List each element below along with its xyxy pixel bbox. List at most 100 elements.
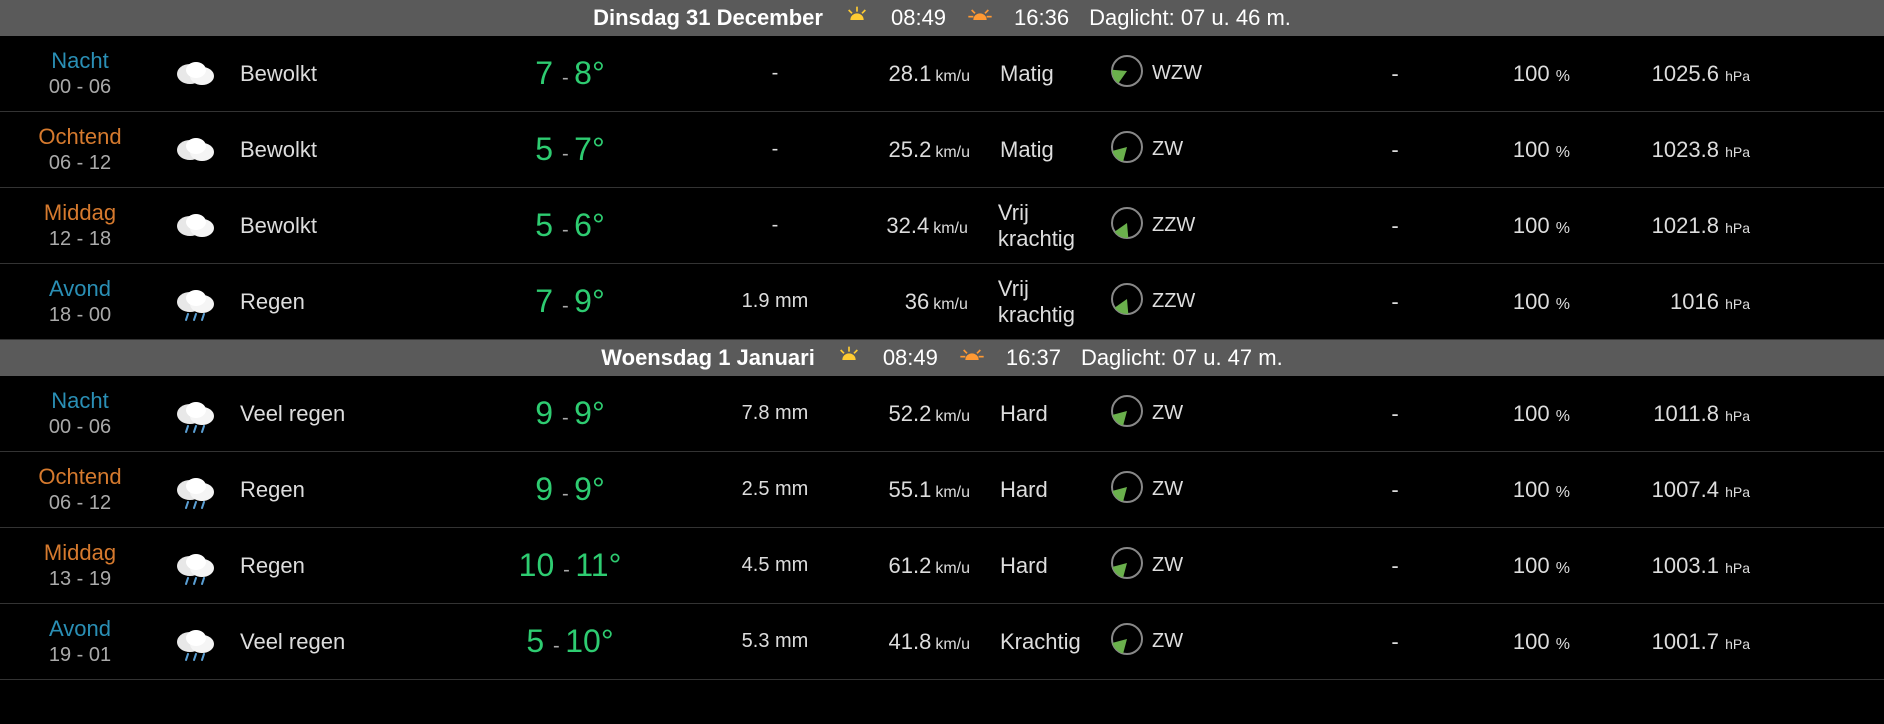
day-title: Woensdag 1 Januari	[601, 345, 815, 371]
rain-cloud-icon	[150, 546, 240, 586]
daylight-label: Daglicht: 07 u. 46 m.	[1089, 5, 1291, 31]
temp-low: 10	[519, 547, 555, 583]
temperature: 9 - 9°	[440, 471, 700, 508]
precipitation: -	[700, 138, 850, 161]
direction-icon	[1110, 622, 1144, 662]
extra-dash: -	[1350, 401, 1440, 427]
period-time: 06 - 12	[10, 151, 150, 175]
forecast-row: Nacht 00 - 06 Bewolkt 7 - 8° - 28.1 km/u…	[0, 36, 1884, 112]
sunrise-icon	[835, 345, 863, 371]
humidity-unit: %	[1556, 560, 1570, 577]
temperature: 7 - 9°	[440, 283, 700, 320]
wind-cell: 28.1 km/u Matig	[850, 61, 1110, 87]
humidity: 100 %	[1440, 213, 1570, 239]
temp-high: 11°	[575, 547, 621, 583]
period-name: Nacht	[10, 388, 150, 414]
temp-separator: -	[562, 219, 574, 241]
period-cell: Nacht 00 - 06	[10, 48, 150, 98]
wind-speed: 61.2	[889, 553, 932, 579]
direction-label: ZZW	[1152, 214, 1195, 237]
precipitation: 4.5 mm	[700, 554, 850, 577]
weather-description: Regen	[240, 289, 440, 315]
direction-icon	[1110, 394, 1144, 434]
cloud-icon	[150, 206, 240, 246]
pressure: 1023.8 hPa	[1570, 137, 1760, 163]
temp-high: 9°	[574, 395, 605, 431]
wind-cell: 32.4 km/u Vrij krachtig	[850, 200, 1110, 252]
period-cell: Middag 12 - 18	[10, 200, 150, 250]
pressure: 1011.8 hPa	[1570, 401, 1760, 427]
forecast-row: Middag 12 - 18 Bewolkt 5 - 6° - 32.4 km/…	[0, 188, 1884, 264]
wind-direction: ZW	[1110, 130, 1350, 170]
period-name: Avond	[10, 616, 150, 642]
wind-unit: km/u	[935, 68, 970, 86]
forecast-row: Ochtend 06 - 12 Regen 9 - 9° 2.5 mm 55.1	[0, 452, 1884, 528]
day-header: Dinsdag 31 December 08:49 16:36 Daglicht…	[0, 0, 1884, 36]
cloud-icon	[150, 54, 240, 94]
wind-speed: 28.1	[889, 61, 932, 87]
period-time: 06 - 12	[10, 491, 150, 515]
temperature: 5 - 7°	[440, 131, 700, 168]
humidity-unit: %	[1556, 296, 1570, 313]
wind-unit: km/u	[935, 560, 970, 578]
forecast-row: Avond 19 - 01 Veel regen 5 - 10° 5.3 mm …	[0, 604, 1884, 680]
forecast-row: Avond 18 - 00 Regen 7 - 9° 1.9 mm 36 km/…	[0, 264, 1884, 340]
humidity-unit: %	[1556, 408, 1570, 425]
temp-high: 6°	[574, 207, 605, 243]
wind-cell: 55.1 km/u Hard	[850, 477, 1110, 503]
wind-cell: 25.2 km/u Matig	[850, 137, 1110, 163]
sunset-time: 16:37	[1006, 345, 1061, 371]
day-header: Woensdag 1 Januari 08:49 16:37 Daglicht:…	[0, 340, 1884, 376]
wind-unit: km/u	[935, 408, 970, 426]
wind-unit: km/u	[933, 220, 968, 238]
temperature: 10 - 11°	[440, 547, 700, 584]
precipitation: -	[700, 62, 850, 85]
rain-cloud-icon	[150, 470, 240, 510]
temp-separator: -	[562, 67, 574, 89]
direction-label: WZW	[1152, 62, 1202, 85]
temp-separator: -	[563, 559, 575, 581]
rain-cloud-icon	[150, 282, 240, 322]
temp-high: 9°	[574, 283, 605, 319]
precipitation: 2.5 mm	[700, 478, 850, 501]
temp-high: 10°	[565, 623, 613, 659]
wind-description: Vrij krachtig	[998, 276, 1110, 328]
temp-low: 5	[535, 131, 553, 167]
wind-unit: km/u	[935, 144, 970, 162]
period-cell: Middag 13 - 19	[10, 540, 150, 590]
pressure-unit: hPa	[1725, 68, 1750, 84]
wind-speed: 32.4	[886, 213, 929, 239]
wind-cell: 41.8 km/u Krachtig	[850, 629, 1110, 655]
period-name: Nacht	[10, 48, 150, 74]
wind-cell: 52.2 km/u Hard	[850, 401, 1110, 427]
wind-unit: km/u	[933, 296, 968, 314]
period-cell: Ochtend 06 - 12	[10, 124, 150, 174]
weather-description: Regen	[240, 477, 440, 503]
direction-icon	[1110, 54, 1144, 94]
sunset-icon	[958, 345, 986, 371]
temp-separator: -	[553, 635, 565, 657]
period-name: Avond	[10, 276, 150, 302]
wind-direction: ZW	[1110, 394, 1350, 434]
direction-label: ZZW	[1152, 290, 1195, 313]
wind-speed: 25.2	[889, 137, 932, 163]
period-time: 12 - 18	[10, 227, 150, 251]
rain-cloud-icon	[150, 622, 240, 662]
direction-icon	[1110, 206, 1144, 246]
wind-description: Hard	[1000, 553, 1048, 579]
daylight-label: Daglicht: 07 u. 47 m.	[1081, 345, 1283, 371]
temp-low: 7	[535, 55, 553, 91]
sunset-icon	[966, 5, 994, 31]
wind-direction: ZW	[1110, 470, 1350, 510]
period-time: 00 - 06	[10, 415, 150, 439]
temperature: 9 - 9°	[440, 395, 700, 432]
pressure: 1007.4 hPa	[1570, 477, 1760, 503]
temp-low: 7	[535, 283, 553, 319]
wind-cell: 61.2 km/u Hard	[850, 553, 1110, 579]
humidity: 100 %	[1440, 477, 1570, 503]
wind-direction: WZW	[1110, 54, 1350, 94]
period-cell: Avond 18 - 00	[10, 276, 150, 326]
sunrise-time: 08:49	[891, 5, 946, 31]
humidity-unit: %	[1556, 220, 1570, 237]
wind-cell: 36 km/u Vrij krachtig	[850, 276, 1110, 328]
